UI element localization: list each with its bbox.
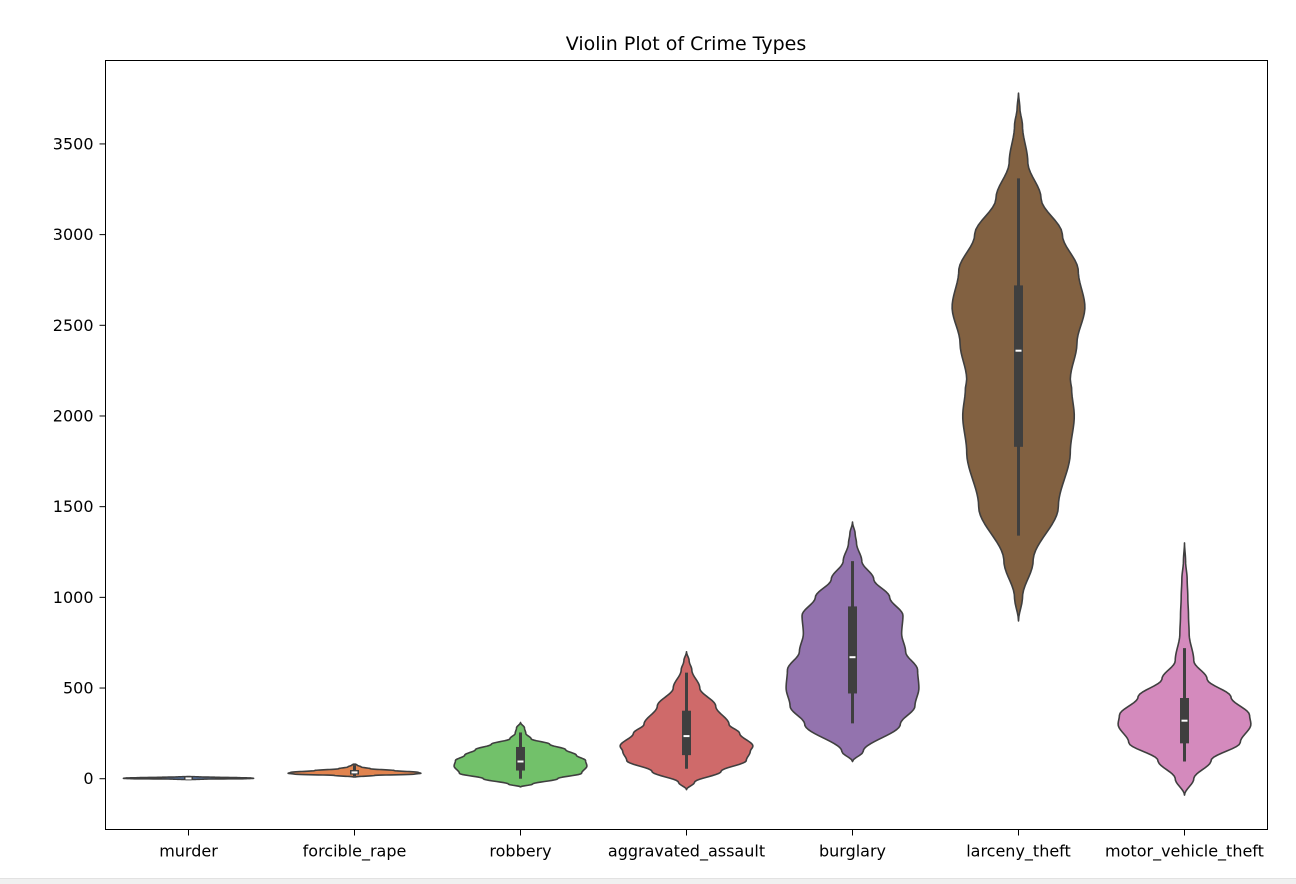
y-tick-label: 0 xyxy=(83,769,93,788)
violins-layer xyxy=(122,92,1252,796)
y-tick-label: 2000 xyxy=(53,406,94,425)
violin-iqr-box xyxy=(682,710,691,756)
window-bottom-bar xyxy=(0,878,1296,884)
violin-iqr-box xyxy=(516,746,525,771)
violin-murder xyxy=(122,775,255,781)
violin-forcible_rape xyxy=(287,763,422,778)
x-tick-label-robbery: robbery xyxy=(489,842,551,861)
x-tick-label-larceny_theft: larceny_theft xyxy=(966,842,1071,862)
violin-iqr-box xyxy=(1014,285,1023,447)
y-tick-label: 500 xyxy=(63,679,94,698)
x-tick-label-murder: murder xyxy=(159,842,218,861)
violin-burglary xyxy=(785,521,920,763)
x-tick-label-motor_vehicle_theft: motor_vehicle_theft xyxy=(1105,842,1264,862)
plot-frame xyxy=(105,60,1268,830)
violin-robbery xyxy=(453,721,588,788)
y-tick-label: 1000 xyxy=(53,588,94,607)
violin-larceny_theft xyxy=(951,92,1086,622)
x-tick-label-burglary: burglary xyxy=(819,842,886,861)
violin-iqr-box xyxy=(848,606,857,694)
violin-aggravated_assault xyxy=(619,650,754,791)
y-tick-label: 3500 xyxy=(53,134,94,153)
x-tick-label-forcible_rape: forcible_rape xyxy=(303,842,407,862)
y-tick-label: 1500 xyxy=(53,497,94,516)
x-axis: murder forcible_rape robbery aggravated_ass… xyxy=(159,829,1264,862)
violin-motor_vehicle_theft xyxy=(1117,542,1252,796)
chart-title: Violin Plot of Crime Types xyxy=(566,33,806,55)
y-axis: 0 500 1000 1500 2000 2500 3000 3500 xyxy=(53,134,106,788)
y-tick-label: 2500 xyxy=(53,316,94,335)
y-tick-label: 3000 xyxy=(53,225,94,244)
x-tick-label-aggravated_assault: aggravated_assault xyxy=(608,842,765,862)
